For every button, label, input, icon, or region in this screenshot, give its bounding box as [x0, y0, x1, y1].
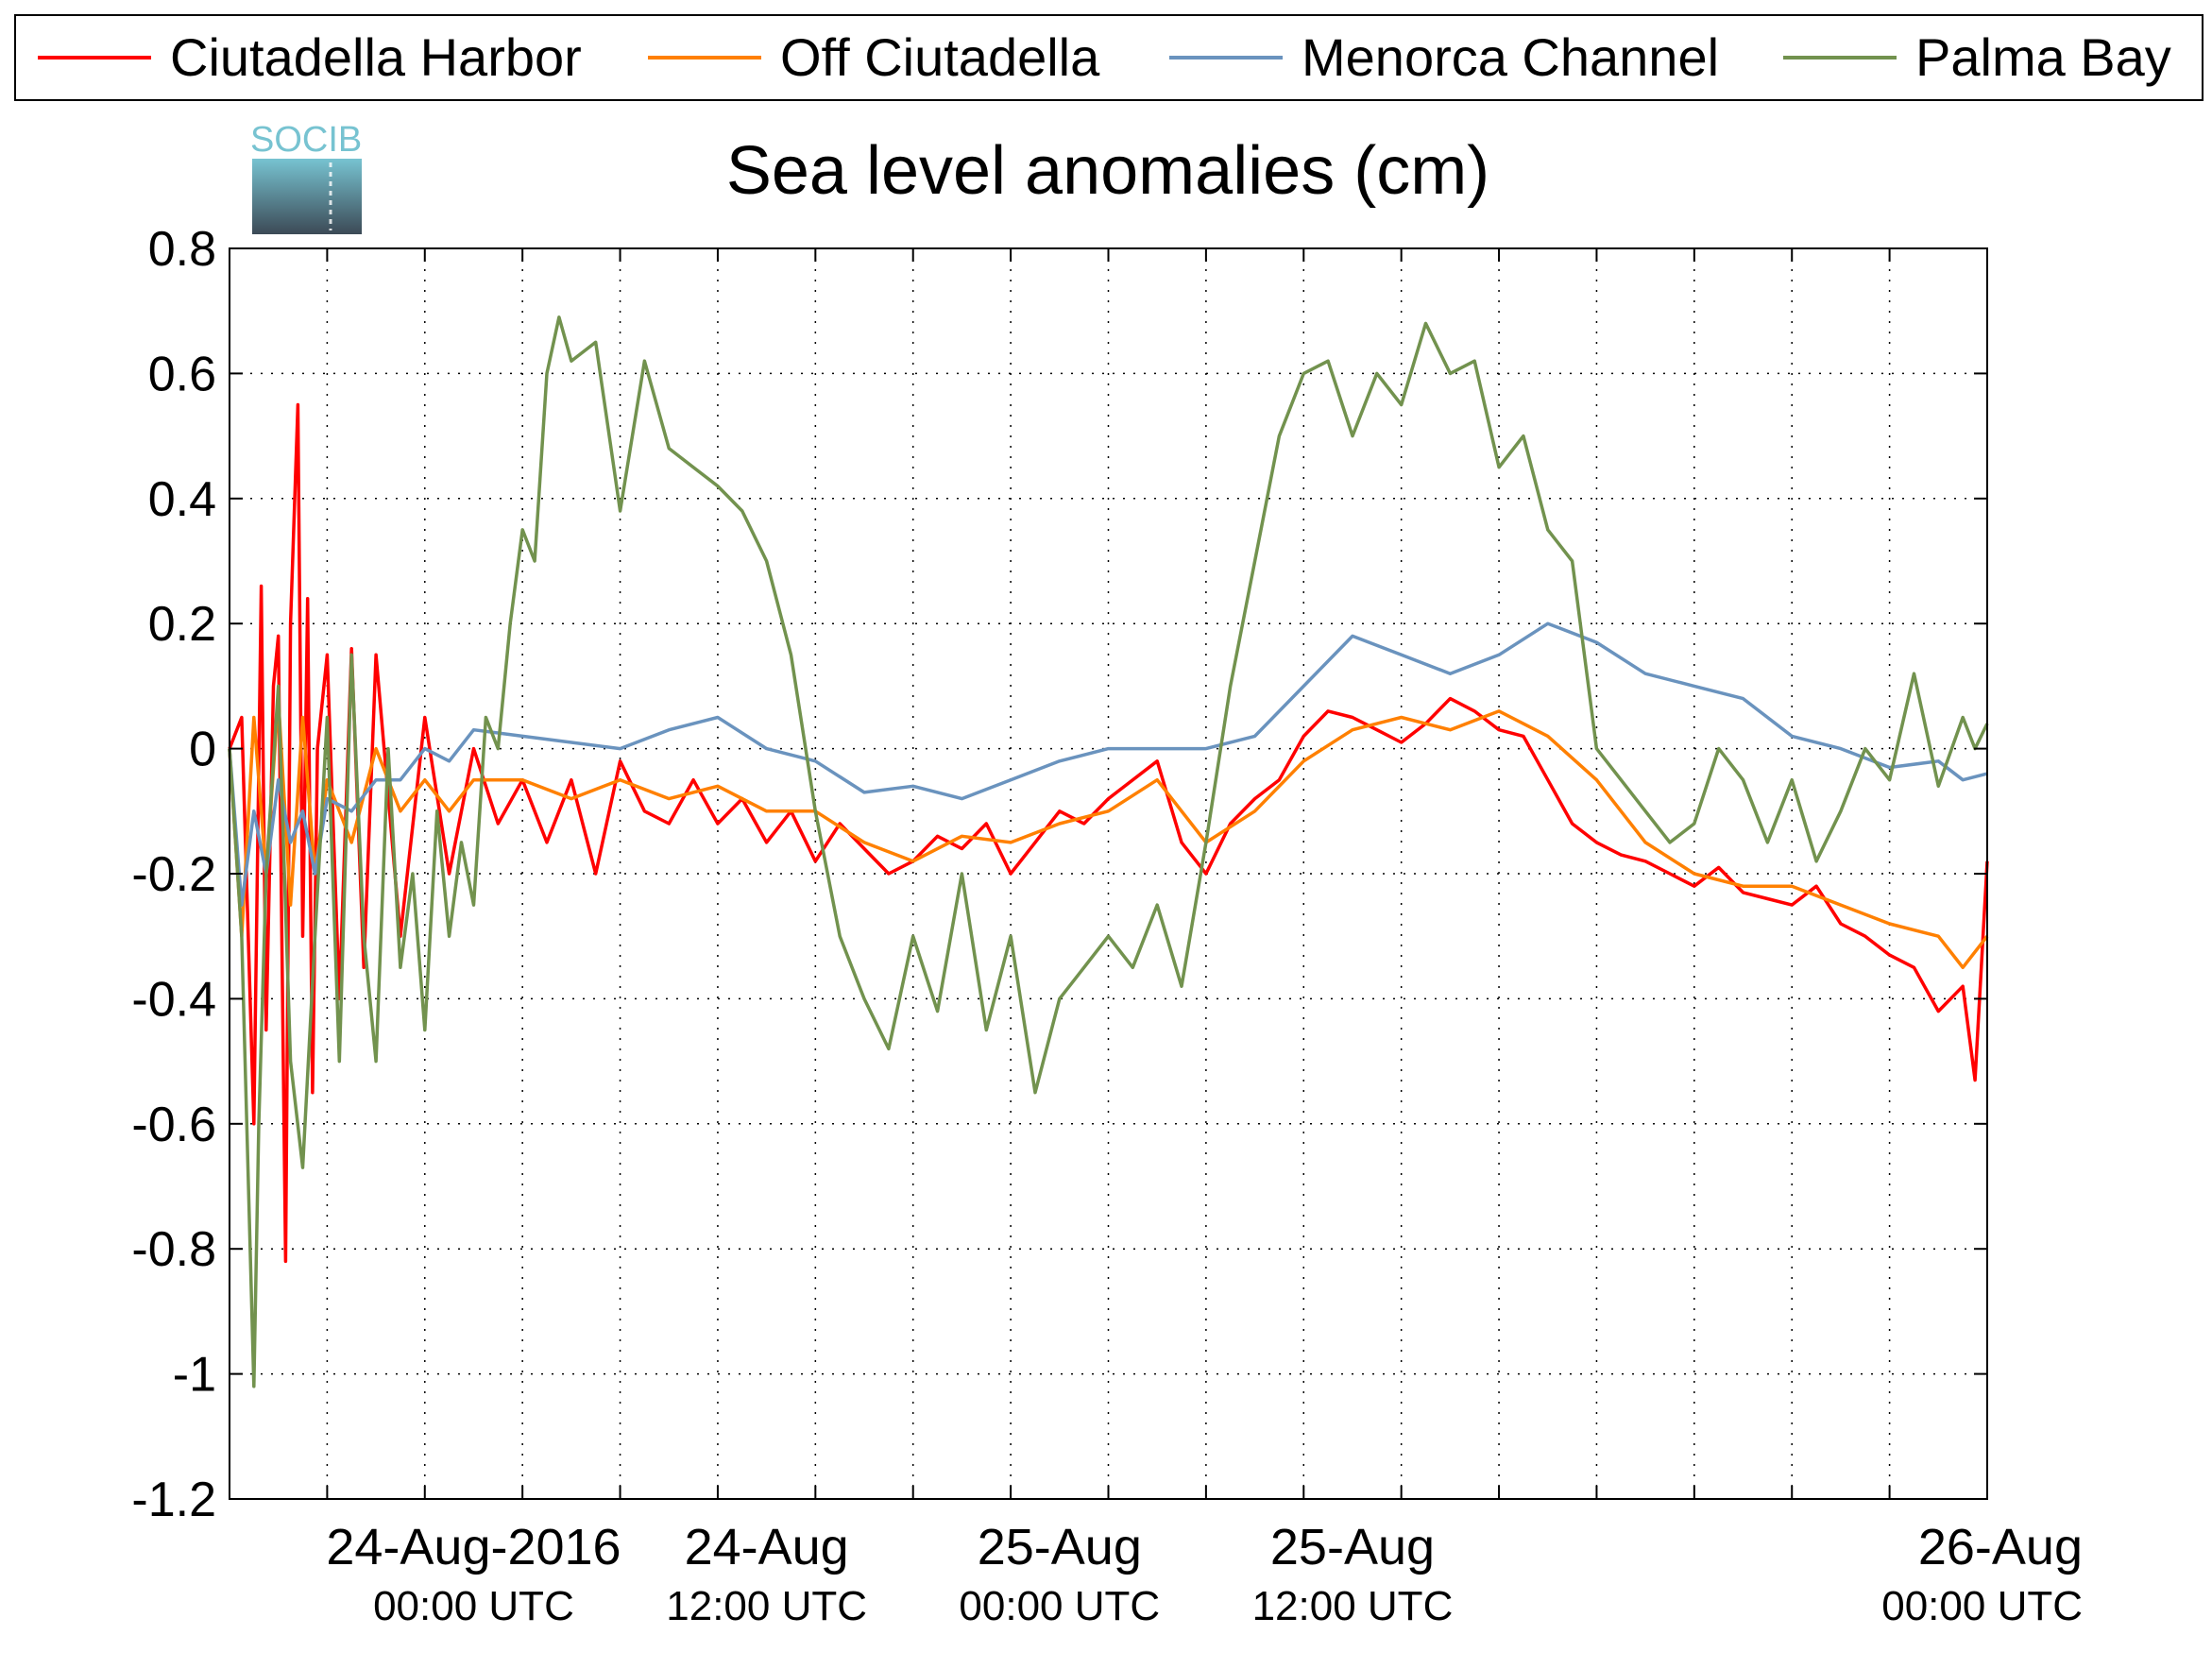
x-tick-label-time: 00:00 UTC: [373, 1583, 574, 1629]
logo-text: SOCIB: [250, 120, 362, 160]
socib-logo: SOCIB: [250, 120, 362, 234]
legend-label-off-ciutadella: Off Ciutadella: [780, 27, 1100, 87]
x-tick-label-date: 24-Aug-2016: [326, 1519, 621, 1575]
grid: [230, 248, 1987, 1499]
y-tick-label: -0.2: [131, 847, 216, 902]
x-tick-label-date: 24-Aug: [685, 1519, 849, 1575]
legend-label-menorca-channel: Menorca Channel: [1302, 27, 1719, 87]
legend: Ciutadella Harbor Off Ciutadella Menorca C…: [14, 14, 2203, 101]
series-group: [228, 315, 1989, 1388]
chart-title: Sea level anomalies (cm): [726, 133, 1489, 209]
legend-label-palma-bay: Palma Bay: [1915, 27, 2171, 87]
series-line-menorca-channel: [228, 622, 1988, 907]
x-tick-label-time: 00:00 UTC: [1881, 1583, 2083, 1629]
y-tick-label: 0.8: [148, 222, 216, 277]
y-tick-label: -1.2: [131, 1473, 216, 1527]
legend-label-ciutadella-harbor: Ciutadella Harbor: [170, 27, 582, 87]
x-tick-label-date: 25-Aug: [978, 1519, 1142, 1575]
y-tick-label: -0.6: [131, 1098, 216, 1152]
y-tick-label: -0.4: [131, 972, 216, 1027]
x-tick-label-time: 00:00 UTC: [959, 1583, 1160, 1629]
x-tick-label-date: 25-Aug: [1270, 1519, 1435, 1575]
y-tick-label: -1: [173, 1348, 216, 1403]
y-tick-label: 0.2: [148, 597, 216, 652]
y-tick-label: 0.4: [148, 472, 216, 527]
x-tick-label-date: 26-Aug: [1918, 1519, 2083, 1575]
x-tick-label-time: 12:00 UTC: [666, 1583, 867, 1629]
ticks: [229, 247, 1988, 1500]
y-tick-labels: -1.2 -1 -0.8 -0.6 -0.4 -0.2 0 0.2 0.4 0.6 0.8: [131, 222, 216, 1527]
y-tick-label: 0: [189, 723, 216, 777]
y-tick-label: 0.6: [148, 347, 216, 401]
series-line-palma-bay: [228, 315, 1989, 1388]
x-tick-label-time: 12:00 UTC: [1252, 1583, 1454, 1629]
x-tick-labels: 24-Aug-2016 00:00 UTC 24-Aug 12:00 UTC 25-Au…: [326, 1519, 2083, 1629]
y-tick-label: -0.8: [131, 1222, 216, 1277]
